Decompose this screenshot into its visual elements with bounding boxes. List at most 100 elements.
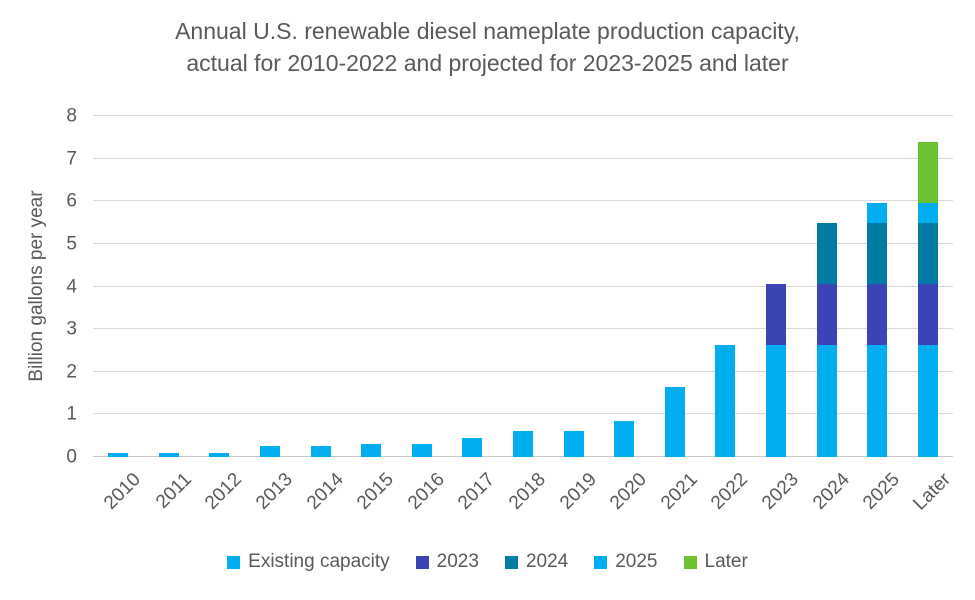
chart-title: Annual U.S. renewable diesel nameplate p… xyxy=(0,15,975,79)
y-tick-label: 7 xyxy=(66,148,77,170)
bar-segment-existing-capacity xyxy=(867,345,888,457)
legend-swatch-icon xyxy=(594,555,608,569)
gridline xyxy=(93,242,953,244)
bar-segment-2023 xyxy=(867,284,888,346)
bar-stack xyxy=(260,445,281,457)
legend-swatch-icon xyxy=(415,555,429,569)
bar-2016 xyxy=(397,116,448,457)
bar-segment-existing-capacity xyxy=(361,444,382,457)
y-tick-label: 4 xyxy=(66,276,77,297)
bar-segment-later xyxy=(917,141,938,204)
bar-2025 xyxy=(852,116,903,457)
y-tick-label: 5 xyxy=(66,233,77,255)
bar-stack xyxy=(766,284,787,457)
bar-stack xyxy=(158,452,179,457)
bar-segment-existing-capacity xyxy=(917,345,938,457)
gridline xyxy=(93,115,953,116)
bar-stack xyxy=(614,420,635,457)
chart-title-line1: Annual U.S. renewable diesel nameplate p… xyxy=(175,18,800,44)
bar-2024 xyxy=(801,116,852,457)
bar-segment-existing-capacity xyxy=(563,431,584,457)
bar-stack xyxy=(513,431,534,457)
gridline xyxy=(93,157,953,159)
gridline xyxy=(93,370,953,372)
legend-label: Later xyxy=(704,551,748,572)
legend-label: 2025 xyxy=(615,551,658,572)
bar-2015 xyxy=(346,116,397,457)
bar-segment-existing-capacity xyxy=(816,345,837,457)
y-tick-label: 8 xyxy=(66,105,77,127)
legend-label: Existing capacity xyxy=(248,551,390,572)
bar-stack xyxy=(209,452,230,457)
bar-segment-existing-capacity xyxy=(513,431,534,457)
bar-stack xyxy=(361,444,382,457)
bar-segment-2024 xyxy=(917,222,938,285)
y-tick-label: 1 xyxy=(66,403,77,425)
bar-2023 xyxy=(751,116,802,457)
bar-segment-existing-capacity xyxy=(260,445,281,457)
bar-2011 xyxy=(144,116,195,457)
bar-stack xyxy=(917,141,938,457)
bar-segment-2024 xyxy=(816,222,837,285)
legend-item-existing-capacity: Existing capacity xyxy=(227,551,390,573)
bar-stack xyxy=(462,438,483,457)
bar-segment-2023 xyxy=(917,284,938,346)
legend-swatch-icon xyxy=(504,555,518,569)
gridline xyxy=(93,413,953,415)
bar-2012 xyxy=(194,116,245,457)
y-tick-label: 3 xyxy=(66,318,77,340)
bar-segment-existing-capacity xyxy=(209,452,230,457)
y-tick-label: 2 xyxy=(66,361,77,383)
legend-item-later: Later xyxy=(683,551,748,573)
bar-segment-existing-capacity xyxy=(310,445,331,457)
bar-2010 xyxy=(93,116,144,457)
bar-segment-existing-capacity xyxy=(108,452,129,457)
legend-swatch-icon xyxy=(683,555,697,569)
bar-stack xyxy=(715,345,736,457)
legend: Existing capacity 2023 2024 2025 Later xyxy=(0,551,975,573)
chart-title-line2: actual for 2010-2022 and projected for 2… xyxy=(186,50,789,76)
bar-segment-existing-capacity xyxy=(664,386,685,457)
bar-segment-2025 xyxy=(867,203,888,223)
legend-item-2025: 2025 xyxy=(594,551,658,573)
bar-segment-existing-capacity xyxy=(158,452,179,457)
gridline xyxy=(93,285,953,287)
bar-stack xyxy=(108,452,129,457)
bar-stack xyxy=(816,222,837,457)
legend-swatch-icon xyxy=(227,555,241,569)
bar-segment-2023 xyxy=(766,284,787,346)
bar-segment-existing-capacity xyxy=(766,345,787,457)
bar-segment-existing-capacity xyxy=(614,420,635,457)
y-tick-label: 0 xyxy=(66,446,77,468)
bar-segment-2025 xyxy=(917,203,938,223)
bar-stack xyxy=(563,431,584,457)
bar-segment-2023 xyxy=(816,284,837,346)
legend-label: 2024 xyxy=(525,551,569,572)
bar-stack xyxy=(411,444,432,457)
bar-stack xyxy=(867,203,888,457)
bar-2014 xyxy=(295,116,346,457)
gridline xyxy=(93,328,953,330)
x-axis-labels: 2010 2011 2012 2013 2014 2015 2016 2017 2018 2019… xyxy=(93,457,954,547)
bar-segment-2024 xyxy=(867,222,888,285)
bars xyxy=(93,116,953,457)
legend-item-2023: 2023 xyxy=(415,551,479,573)
bar-segment-existing-capacity xyxy=(462,438,483,457)
legend-item-2024: 2024 xyxy=(504,551,569,573)
legend-label: 2023 xyxy=(436,551,479,572)
bar-segment-existing-capacity xyxy=(411,444,432,457)
plot-area xyxy=(93,115,953,457)
y-tick-label: 6 xyxy=(66,190,77,212)
bar-2013 xyxy=(245,116,296,457)
bar-2022 xyxy=(700,116,751,457)
bar-2018 xyxy=(498,116,549,457)
gridline xyxy=(93,200,953,202)
bar-2017 xyxy=(447,116,498,457)
bar-stack xyxy=(664,386,685,457)
bar-segment-existing-capacity xyxy=(715,345,736,457)
bar-stack xyxy=(310,445,331,457)
bar-2021 xyxy=(650,116,701,457)
y-axis-ticks: 0 1 2 3 4 5 6 7 8 xyxy=(0,107,77,467)
bar-2019 xyxy=(548,116,599,457)
